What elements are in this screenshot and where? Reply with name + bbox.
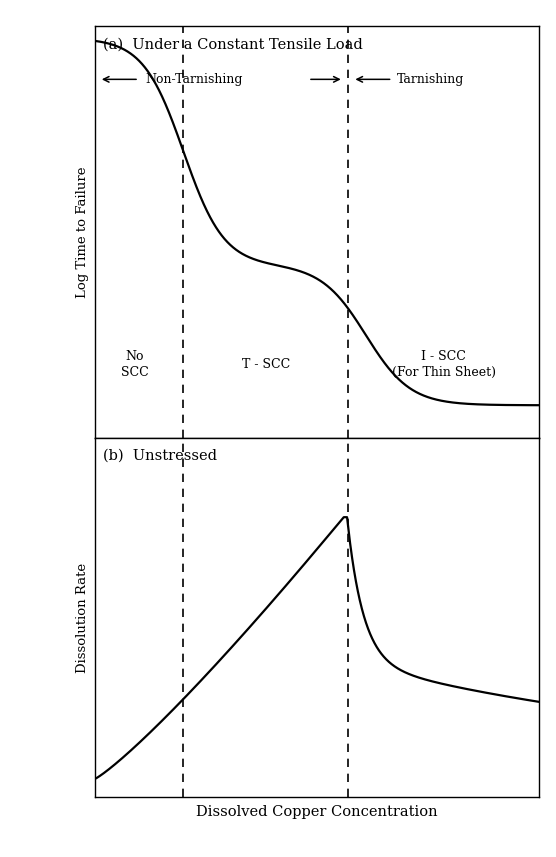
X-axis label: Dissolved Copper Concentration: Dissolved Copper Concentration (196, 806, 438, 819)
Y-axis label: Dissolution Rate: Dissolution Rate (76, 562, 89, 673)
Text: (b)  Unstressed: (b) Unstressed (103, 449, 217, 463)
Text: Non-Tarnishing: Non-Tarnishing (146, 73, 243, 86)
Text: I - SCC
(For Thin Sheet): I - SCC (For Thin Sheet) (391, 350, 496, 379)
Text: (a)  Under a Constant Tensile Load: (a) Under a Constant Tensile Load (103, 38, 363, 52)
Y-axis label: Log Time to Failure: Log Time to Failure (76, 166, 89, 297)
Text: Tarnishing: Tarnishing (397, 73, 464, 86)
Text: No
SCC: No SCC (121, 350, 148, 379)
Text: T - SCC: T - SCC (242, 357, 290, 370)
